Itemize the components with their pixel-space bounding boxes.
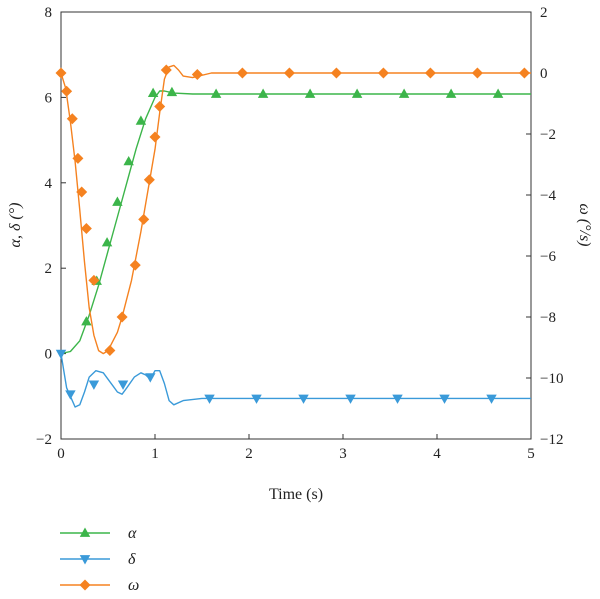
series-0-marker	[135, 115, 147, 125]
series-2-marker	[61, 85, 73, 97]
series-2-marker	[80, 223, 92, 235]
y-left-tick-label: 2	[45, 261, 53, 277]
y-left-tick-label: 4	[45, 176, 53, 192]
series-2-marker	[424, 67, 436, 79]
series-1-marker	[486, 394, 497, 404]
series-1-marker	[345, 394, 356, 404]
series-2-marker	[88, 274, 100, 286]
series-2-marker	[330, 67, 342, 79]
series-0-marker	[123, 155, 134, 166]
legend-label-0: α	[128, 525, 137, 542]
series-2-marker	[283, 67, 295, 79]
series-0-marker	[304, 88, 316, 98]
series-2-marker	[116, 311, 128, 323]
series-1-marker	[117, 380, 129, 390]
series-1-marker	[88, 380, 100, 390]
series-2-marker	[154, 101, 166, 113]
y-right-tick-label: −2	[540, 127, 556, 143]
x-tick-label: 5	[527, 446, 535, 462]
legend-label-2: ω	[128, 577, 139, 594]
x-tick-label: 1	[151, 446, 159, 462]
y-right-tick-label: −8	[540, 310, 556, 326]
series-2-marker	[143, 174, 155, 186]
series-1-marker	[145, 373, 156, 383]
series-1-marker	[392, 394, 403, 404]
legend-label-1: δ	[128, 551, 136, 568]
series-2-marker	[149, 131, 161, 143]
y-axis-left-title: α, δ (°)	[7, 203, 24, 248]
y-right-tick-label: −12	[540, 432, 563, 448]
series-0-marker	[166, 86, 178, 97]
series-0-marker	[445, 88, 457, 98]
series-0-marker	[112, 196, 123, 206]
series-0-marker	[492, 88, 504, 98]
series-0-marker	[398, 88, 410, 98]
series-1-marker	[251, 394, 262, 404]
series-2-marker	[55, 67, 67, 79]
x-axis-title: Time (s)	[269, 486, 323, 503]
series-layer	[55, 64, 531, 408]
x-tick-label: 4	[433, 446, 441, 462]
y-right-tick-label: 2	[540, 5, 548, 21]
legend-marker-1	[79, 555, 91, 565]
series-2-marker	[377, 67, 389, 79]
series-0-marker	[81, 316, 92, 326]
series-2-marker	[76, 186, 88, 198]
y-left-tick-label: 0	[45, 347, 53, 363]
y-axis-right-title: ω (°/s)	[576, 203, 593, 246]
series-1-marker	[439, 394, 450, 404]
series-2-marker	[191, 69, 203, 81]
series-2-marker	[160, 64, 172, 76]
series-0-marker	[210, 88, 222, 98]
plot-frame	[60, 11, 532, 440]
legend-marker-0	[79, 527, 91, 537]
series-0-marker	[101, 237, 113, 247]
series-2-marker	[138, 213, 150, 225]
x-tick-label: 2	[245, 446, 253, 462]
x-tick-label: 0	[57, 446, 65, 462]
series-2-marker	[518, 67, 530, 79]
series-2-marker	[66, 113, 78, 125]
series-1-marker	[204, 394, 215, 404]
x-tick-label: 3	[339, 446, 347, 462]
series-line-1	[60, 353, 531, 408]
series-1-marker	[65, 390, 76, 400]
series-1-marker	[298, 394, 309, 404]
series-0-marker	[351, 88, 363, 98]
series-2-marker	[104, 345, 116, 357]
legend: αδω	[60, 525, 139, 594]
series-2-marker	[471, 67, 483, 79]
series-2-marker	[72, 152, 84, 164]
series-2-marker	[129, 259, 141, 271]
y-right-tick-label: 0	[540, 66, 548, 82]
series-0-marker	[147, 87, 159, 97]
y-left-tick-label: −2	[36, 432, 52, 448]
y-right-tick-label: −6	[540, 249, 556, 265]
series-line-2	[60, 64, 531, 355]
legend-marker-2	[79, 579, 91, 591]
y-left-tick-label: 8	[45, 5, 53, 21]
y-right-tick-label: −4	[540, 188, 556, 204]
y-left-tick-label: 6	[45, 90, 53, 106]
series-2-marker	[236, 67, 248, 79]
y-right-tick-label: −10	[540, 371, 563, 387]
series-line-0	[60, 90, 531, 355]
series-1-marker	[55, 349, 67, 360]
axis-ticks: 0 1 2 3 4 5 −2 0 2 4 6 8 −12 −10 −8 −6 −4 −2 0 2	[36, 5, 563, 462]
series-0-marker	[257, 88, 269, 98]
